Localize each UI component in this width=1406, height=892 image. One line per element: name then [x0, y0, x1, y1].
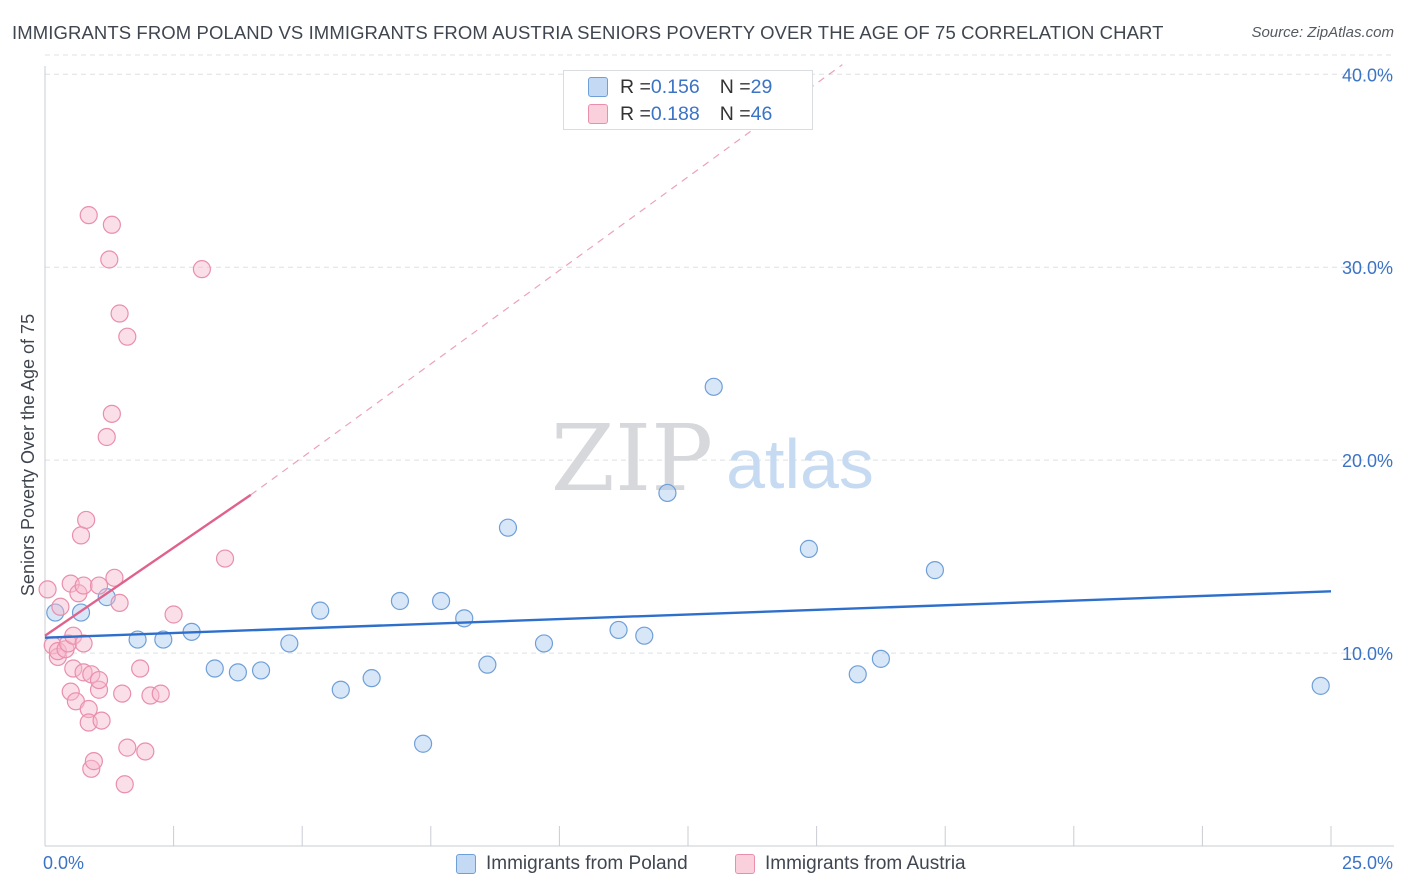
point-austria	[89, 576, 109, 595]
trend-lines	[44, 64, 1332, 639]
point-austria	[71, 526, 91, 545]
point-poland	[704, 377, 723, 396]
y-tick-label: 30.0%	[1342, 258, 1393, 278]
point-poland	[498, 518, 518, 537]
point-poland	[799, 539, 818, 558]
point-poland	[658, 483, 677, 503]
legend-swatch-poland-bottom	[456, 854, 476, 874]
point-austria	[215, 549, 235, 568]
legend-item-austria[interactable]: Immigrants from Austria	[735, 853, 966, 875]
source-credit: Source: ZipAtlas.com	[1251, 24, 1394, 41]
point-austria	[77, 510, 96, 530]
n-value-poland: 29	[750, 75, 773, 98]
point-poland	[635, 626, 654, 645]
point-austria	[118, 327, 137, 346]
axes	[44, 66, 1394, 847]
n-value-austria: 46	[750, 102, 773, 125]
point-austria	[102, 215, 121, 234]
point-poland	[311, 601, 330, 620]
point-austria	[38, 580, 57, 599]
point-austria	[84, 752, 103, 771]
series-legend: Immigrants from Poland Immigrants from A…	[0, 850, 1406, 880]
point-austria	[110, 593, 129, 613]
grid-lines	[45, 54, 1394, 654]
trend-line-austria	[44, 493, 252, 637]
point-austria	[192, 260, 211, 279]
point-austria	[151, 684, 170, 703]
point-austria	[64, 659, 83, 678]
legend-label-austria: Immigrants from Austria	[765, 853, 966, 874]
point-poland	[228, 663, 247, 682]
point-poland	[46, 603, 65, 622]
watermark-atlas: atlas	[726, 425, 874, 503]
point-poland	[1311, 676, 1330, 695]
point-austria	[79, 699, 98, 719]
point-austria	[51, 597, 70, 616]
y-tick-label: 10.0%	[1342, 644, 1393, 664]
point-poland	[534, 634, 554, 653]
r-value-poland: 0.156	[650, 75, 700, 98]
point-austria	[131, 659, 150, 678]
point-austria	[136, 742, 155, 761]
point-austria	[115, 775, 134, 794]
tick-labels: 10.0% 20.0% 30.0% 40.0% 0.0% 25.0%	[43, 65, 1393, 873]
trend-line-poland	[44, 590, 1332, 639]
legend-swatch-poland	[588, 77, 608, 97]
point-austria	[74, 634, 93, 653]
point-poland	[609, 620, 628, 640]
point-poland	[431, 591, 451, 611]
x-tick-label-max: 25.0%	[1342, 853, 1393, 873]
point-austria	[118, 738, 137, 757]
y-tick-label: 40.0%	[1342, 65, 1393, 85]
legend-swatch-austria-bottom	[735, 854, 755, 874]
point-austria	[89, 680, 109, 699]
y-axis-label: Seniors Poverty Over the Age of 75	[18, 314, 38, 596]
legend-row-poland: R = 0.156 N = 29	[588, 74, 772, 100]
r-value-austria: 0.188	[650, 102, 700, 125]
point-poland	[455, 609, 474, 628]
point-austria	[61, 682, 80, 701]
point-austria	[48, 647, 67, 667]
legend-label-poland: Immigrants from Poland	[486, 853, 688, 874]
point-poland	[925, 561, 945, 580]
point-austria	[113, 684, 132, 703]
point-poland	[154, 630, 173, 649]
legend-swatch-austria	[588, 104, 608, 124]
x-tick-label-min: 0.0%	[43, 853, 84, 873]
watermark-zip: ZIP	[551, 405, 713, 512]
y-tick-label: 20.0%	[1342, 451, 1393, 471]
point-poland	[362, 669, 381, 688]
point-poland	[280, 634, 299, 653]
point-austria	[100, 250, 119, 269]
point-poland	[478, 655, 497, 674]
point-austria	[92, 711, 111, 730]
point-poland	[331, 680, 350, 699]
point-austria	[105, 568, 124, 587]
point-austria	[110, 304, 129, 323]
legend-row-austria: R = 0.188 N = 46	[588, 101, 772, 127]
point-poland	[871, 649, 891, 668]
point-austria	[102, 404, 121, 423]
point-austria	[164, 605, 183, 624]
trend-extension-austria	[250, 64, 843, 496]
watermark: ZIP atlas	[551, 405, 874, 512]
point-poland	[251, 661, 271, 680]
point-austria	[97, 427, 116, 447]
legend-item-poland[interactable]: Immigrants from Poland	[456, 853, 688, 875]
point-poland	[205, 659, 224, 678]
point-austria	[74, 576, 93, 595]
point-poland	[848, 665, 867, 684]
point-austria	[89, 670, 109, 690]
chart-title: IMMIGRANTS FROM POLAND VS IMMIGRANTS FRO…	[12, 22, 1164, 43]
data-points	[38, 206, 1330, 794]
point-poland	[390, 591, 410, 611]
point-poland	[413, 734, 433, 753]
point-austria	[79, 206, 98, 225]
correlation-legend: R = 0.156 N = 29 R = 0.188 N = 46	[563, 70, 813, 130]
